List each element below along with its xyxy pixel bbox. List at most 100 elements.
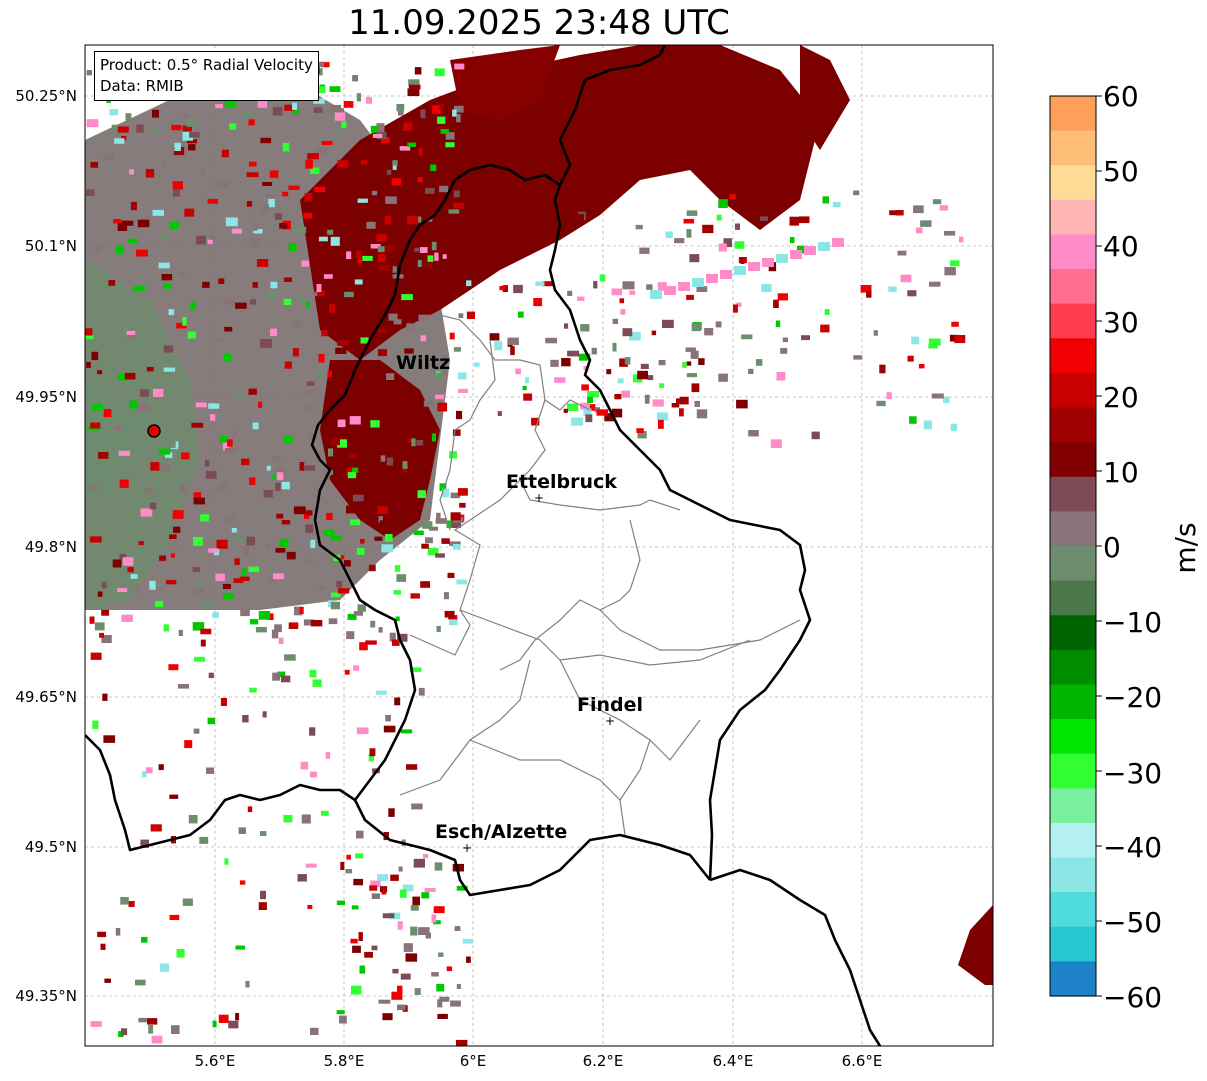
radar-echo-pixel (283, 815, 293, 823)
radar-echo-pixel (330, 535, 342, 541)
x-tick-label: 5.6°E (195, 1052, 236, 1070)
radar-echo-pixel (205, 470, 217, 479)
radar-echo-pixel (167, 438, 176, 448)
radar-echo-pixel (397, 633, 408, 642)
radar-echo-pixel (283, 435, 293, 443)
radar-echo-pixel (354, 279, 363, 285)
radar-echo-pixel (596, 409, 609, 416)
radar-echo-pixel (718, 199, 728, 208)
radar-echo-pixel (241, 568, 247, 577)
colorbar-segment (1050, 719, 1096, 755)
radar-echo-pixel (249, 477, 256, 486)
radar-echo-pixel (248, 566, 260, 573)
radar-echo-pixel (158, 262, 170, 269)
radar-echo-pixel (402, 466, 408, 473)
radar-echo-pixel (316, 284, 322, 292)
radar-echo-pixel (431, 914, 437, 923)
radar-echo-pixel (445, 132, 455, 140)
radar-echo-pixel (612, 342, 617, 352)
radar-echo-pixel (299, 462, 305, 471)
radar-echo-pixel (561, 358, 571, 367)
radar-echo-pixel (151, 127, 160, 134)
colorbar-segment (1050, 130, 1096, 166)
radar-echo-pixel (420, 581, 431, 588)
radar-echo-pixel (94, 622, 105, 631)
radar-echo-pixel (356, 727, 369, 735)
radar-echo-pixel (235, 945, 246, 950)
colorbar-tick-label: −50 (1103, 906, 1162, 939)
radar-echo-pixel (272, 573, 284, 580)
radar-echo-pixel (382, 1013, 393, 1021)
radar-echo-pixel (246, 536, 255, 546)
radar-echo-pixel (395, 616, 400, 622)
radar-echo-pixel (454, 105, 464, 113)
radar-echo-pixel (686, 373, 697, 378)
radar-echo-pixel (142, 771, 147, 778)
radar-echo-pixel (360, 539, 365, 544)
radar-echo-pixel (388, 313, 398, 321)
radar-echo-pixel (580, 402, 590, 410)
radar-echo-pixel (436, 625, 441, 632)
radar-echo-pixel (233, 578, 244, 583)
colorbar-segment (1050, 926, 1096, 962)
y-tick-label: 49.65°N (15, 688, 77, 706)
radar-echo-pixel (689, 254, 700, 263)
radar-echo-pixel (360, 337, 369, 344)
radar-echo-pixel (192, 567, 200, 572)
radar-echo-pixel (773, 299, 779, 308)
radar-echo-pixel (522, 385, 527, 391)
radar-echo-pixel (224, 99, 237, 108)
colorbar-segment (1050, 822, 1096, 859)
radar-echo-pixel (316, 370, 324, 379)
x-tick-label: 5.8°E (324, 1052, 365, 1070)
radar-echo-pixel (101, 609, 110, 616)
radar-echo-pixel (437, 999, 443, 1008)
radar-echo-pixel (853, 190, 860, 196)
radar-echo-pixel (225, 217, 238, 227)
colorbar-tick-label: 0 (1103, 531, 1121, 564)
radar-echo-pixel (873, 330, 878, 336)
radar-echo-pixel (591, 347, 597, 355)
radar-echo-pixel (169, 794, 179, 799)
radar-echo-pixel (619, 298, 625, 304)
x-tick-label: 6°E (460, 1052, 487, 1070)
colorbar-tick-label: −30 (1103, 757, 1162, 790)
place-label: Wiltz (396, 352, 450, 374)
radar-echo-pixel (515, 368, 521, 375)
radar-echo-pixel (432, 105, 441, 114)
colorbar-tick-label: 30 (1103, 306, 1139, 339)
radar-echo-pixel (99, 632, 104, 638)
radar-echo-pixel (225, 515, 234, 523)
radar-echo-pixel (86, 189, 95, 196)
radar-echo-pixel (659, 383, 665, 388)
radar-echo-pixel (931, 393, 944, 399)
radar-echo-pixel (310, 1027, 319, 1035)
radar-site-marker (147, 424, 161, 438)
radar-echo-pixel (107, 434, 118, 441)
radar-echo-pixel (364, 951, 373, 958)
radar-echo-pixel (439, 103, 445, 109)
radar-echo-pixel (356, 93, 361, 102)
radar-echo-pixel (494, 341, 503, 351)
radar-echo-pixel (276, 513, 284, 519)
place-marker: + (605, 714, 615, 728)
radar-echo-pixel (222, 442, 230, 451)
radar-echo-pixel (321, 140, 333, 146)
radar-echo-pixel (328, 618, 338, 625)
radar-echo-pixel (168, 309, 175, 316)
radar-echo-pixel (218, 1014, 229, 1023)
radar-echo-pixel (159, 963, 169, 972)
radar-echo-pixel (866, 290, 872, 298)
radar-echo-pixel (275, 548, 286, 553)
radar-echo-pixel (419, 247, 428, 253)
radar-echo-pixel (100, 943, 106, 950)
radar-echo-pixel (328, 448, 334, 457)
colorbar-segment (1050, 165, 1096, 201)
radar-echo-pixel (694, 400, 700, 407)
radar-echo-pixel (789, 216, 800, 226)
radar-echo-pixel (370, 620, 376, 628)
radar-echo-pixel (272, 106, 283, 116)
place-label: Ettelbruck (506, 471, 617, 493)
radar-echo-pixel (288, 622, 299, 629)
radar-echo-pixel (423, 400, 434, 407)
